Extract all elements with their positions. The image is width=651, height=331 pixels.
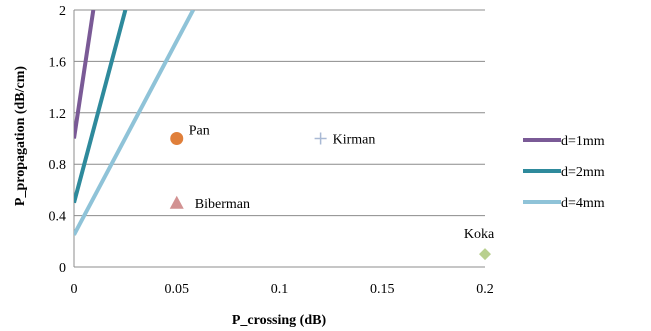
- point-label-koka: Koka: [464, 227, 495, 242]
- y-tick-0-8: 0.8: [49, 158, 67, 173]
- series-line-d-2mm: [74, 10, 128, 204]
- y-tick-labels: 0 0.4 0.8 1.2 1.6 2: [49, 4, 67, 276]
- point-biberman: [169, 195, 184, 209]
- point-label-biberman: Biberman: [195, 197, 250, 212]
- x-axis-title: P_crossing (dB): [232, 313, 327, 328]
- axes: [73, 10, 485, 268]
- x-tick-0-05: 0.05: [165, 282, 190, 297]
- legend-label-d-2mm: d=2mm: [561, 165, 605, 180]
- point-label-kirman: Kirman: [333, 133, 376, 148]
- y-tick-1-6: 1.6: [49, 55, 67, 70]
- y-axis-title: P_propagation (dB/cm): [13, 66, 28, 206]
- series-line-d-1mm: [74, 10, 96, 139]
- legend-label-d-1mm: d=1mm: [561, 134, 605, 149]
- legend-label-d-4mm: d=4mm: [561, 196, 605, 211]
- point-pan: [170, 132, 184, 145]
- legend: d=1mm d=2mm d=4mm: [523, 134, 605, 211]
- x-tick-0-2: 0.2: [476, 282, 494, 297]
- y-tick-0-4: 0.4: [49, 210, 67, 225]
- series-line-d-4mm: [74, 10, 195, 236]
- x-tick-0-1: 0.1: [271, 282, 289, 297]
- gridlines: [74, 9, 485, 217]
- x-tick-labels: 0 0.05 0.1 0.15 0.2: [71, 282, 494, 297]
- point-label-pan: Pan: [189, 124, 210, 139]
- point-koka: [479, 248, 491, 261]
- x-tick-0-15: 0.15: [370, 282, 395, 297]
- point-kirman: [314, 132, 327, 145]
- data-points: Pan Kirman Biberman Koka: [169, 124, 495, 261]
- y-tick-2: 2: [59, 4, 66, 19]
- series-lines: [74, 10, 195, 236]
- y-tick-0: 0: [59, 261, 66, 276]
- x-tick-0: 0: [71, 282, 78, 297]
- y-tick-1-2: 1.2: [49, 107, 67, 122]
